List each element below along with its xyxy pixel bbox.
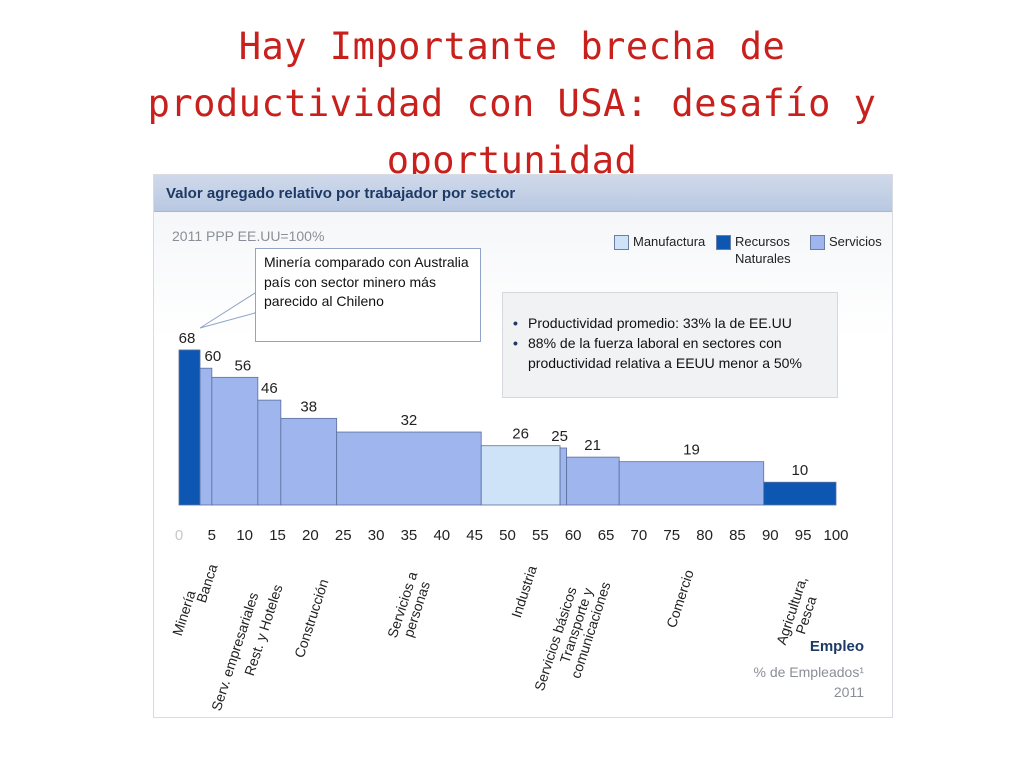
- chart-title: Valor agregado relativo por trabajador p…: [166, 185, 516, 202]
- slide-title: Hay Importante brecha de productividad c…: [40, 18, 984, 189]
- bar-servicios-a-personas: [336, 431, 482, 506]
- callout-text: Minería comparado con Australia país con…: [264, 254, 469, 309]
- x-tick-label: 0: [174, 527, 184, 544]
- note-text: 88% de la fuerza laboral en sectores con…: [528, 335, 802, 371]
- x-tick-label: 10: [236, 527, 254, 544]
- x-axis-subtitle: % de Empleados¹ 2011: [753, 662, 864, 702]
- x-tick-label: 15: [269, 527, 286, 544]
- x-tick-label: 50: [499, 527, 516, 544]
- value-label: 68: [179, 330, 196, 347]
- legend-swatch-servicios: [810, 235, 825, 250]
- chart-header: Valor agregado relativo por trabajador p…: [154, 175, 892, 212]
- value-label: 25: [551, 428, 568, 445]
- x-tick-label: 25: [334, 527, 352, 544]
- legend-swatch-recursos-naturales: [716, 235, 731, 250]
- x-tick-label: 100: [823, 527, 849, 544]
- x-tick-label: 95: [794, 527, 812, 544]
- mineria-callout: Minería comparado con Australia país con…: [255, 248, 481, 342]
- chart-subtitle: 2011 PPP EE.UU=100%: [172, 228, 325, 244]
- slide-title-line-1: Hay Importante brecha de: [238, 25, 786, 68]
- x-tick-label: 40: [433, 527, 451, 544]
- x-tick-label: 5: [207, 527, 217, 544]
- bullet-icon: •: [513, 335, 518, 351]
- bullet-icon: •: [513, 315, 518, 331]
- legend-swatch-manufactura: [614, 235, 629, 250]
- x-tick-label: 90: [761, 527, 779, 544]
- x-tick-label: 85: [729, 527, 746, 544]
- note-item: • Productividad promedio: 33% la de EE.UU: [513, 313, 833, 333]
- value-label: 56: [235, 357, 252, 374]
- value-label: 10: [792, 462, 809, 479]
- chart-panel: Valor agregado relativo por trabajador p…: [153, 174, 893, 718]
- x-tick-label: 45: [466, 527, 483, 544]
- value-label: 21: [584, 437, 601, 454]
- x-tick-label: 55: [532, 527, 549, 544]
- x-tick-label: 75: [663, 527, 681, 544]
- note-item: • 88% de la fuerza laboral en sectores co…: [513, 333, 833, 373]
- value-label: 38: [300, 398, 317, 415]
- x-axis-title: Empleo: [809, 638, 864, 655]
- chart-plot: 68 60 56 46 38 32 26 25 21 19 10: [178, 330, 837, 506]
- chart-legend: Manufactura Recursos Naturales Servicios: [614, 233, 884, 273]
- x-tick-label: 65: [597, 527, 615, 544]
- value-label: 46: [261, 380, 278, 397]
- productivity-notes: • Productividad promedio: 33% la de EE.UU…: [513, 313, 833, 373]
- x-tick-label: 60: [564, 527, 582, 544]
- x-tick-label: 35: [400, 527, 418, 544]
- x-tick-label: 30: [367, 527, 385, 544]
- slide-title-line-2: productividad con USA: desafío y: [147, 82, 877, 125]
- x-tick-label: 20: [302, 527, 319, 544]
- productivity-notes-box: • Productividad promedio: 33% la de EE.UU…: [502, 292, 838, 398]
- value-label: 19: [683, 442, 700, 459]
- x-axis-unit: % de Empleados¹: [753, 664, 864, 680]
- legend-label-servicios: Servicios: [829, 234, 882, 249]
- legend-label-recursos-naturales: Recursos Naturales: [735, 234, 791, 266]
- value-label: 32: [401, 412, 418, 429]
- x-tick-label: 80: [696, 527, 713, 544]
- x-tick-label: 70: [630, 527, 648, 544]
- x-axis-year: 2011: [833, 684, 864, 700]
- value-label: 26: [512, 426, 529, 443]
- bar-comercio: [618, 461, 765, 506]
- bar-transporte-y-comunicaciones: [566, 456, 620, 506]
- bar-agricultura-pesca: [763, 481, 837, 506]
- note-text: Productividad promedio: 33% la de EE.UU: [528, 315, 792, 331]
- value-label: 60: [205, 348, 222, 365]
- legend-label-manufactura: Manufactura: [633, 234, 706, 249]
